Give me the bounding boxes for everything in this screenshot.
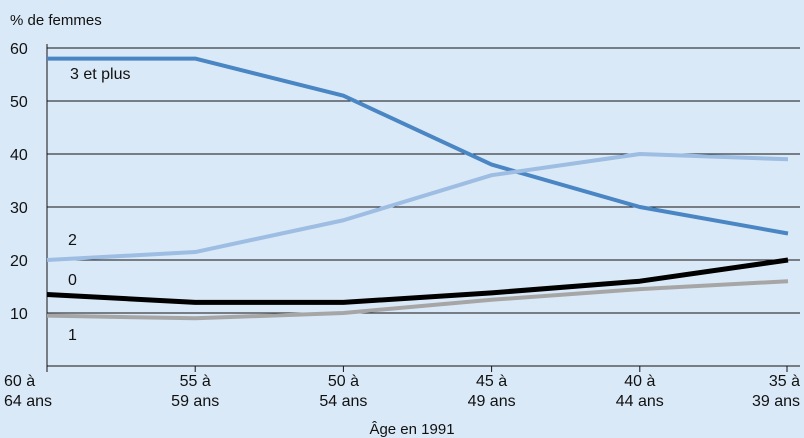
series-labels: 3 et plus 2 0 1 — [68, 66, 130, 344]
series-line-2 — [46, 257, 789, 305]
series-line-1 — [46, 152, 789, 262]
y-tick-label-60: 60 — [10, 41, 28, 58]
x-category-label-5: 35 à 39 ans — [752, 373, 800, 410]
x-axis-tick-marks — [46, 366, 788, 372]
series-label-3: 1 — [68, 327, 77, 344]
gridlines — [47, 47, 800, 314]
x-axis-title: Âge en 1991 — [369, 421, 454, 438]
y-tick-label-20: 20 — [10, 253, 28, 270]
y-tick-label-50: 50 — [10, 94, 28, 111]
x-category-label-3: 45 à 49 ans — [468, 373, 516, 410]
x-category-label-1: 55 à 59 ans — [171, 373, 219, 410]
series-line-0 — [47, 56, 789, 236]
x-category-label-4: 40 à 44 ans — [616, 373, 664, 410]
series-line-3 — [46, 279, 789, 321]
x-axis-category-labels: 60 à 64 ans 55 à 59 ans 50 à 54 ans 45 à 49 ans… — [4, 373, 800, 410]
x-category-label-2: 50 à 54 ans — [319, 373, 367, 410]
y-tick-label-40: 40 — [10, 147, 28, 164]
series-lines — [46, 56, 789, 321]
series-label-0: 3 et plus — [70, 66, 130, 83]
x-category-label-0: 60 à 64 ans — [4, 373, 52, 410]
y-tick-label-30: 30 — [10, 200, 28, 217]
y-axis-title: % de femmes — [10, 12, 102, 29]
series-label-1: 2 — [68, 232, 77, 249]
series-label-2: 0 — [68, 272, 77, 289]
y-tick-label-10: 10 — [10, 306, 28, 323]
y-axis-tick-labels: 10 20 30 40 50 60 — [10, 41, 28, 323]
